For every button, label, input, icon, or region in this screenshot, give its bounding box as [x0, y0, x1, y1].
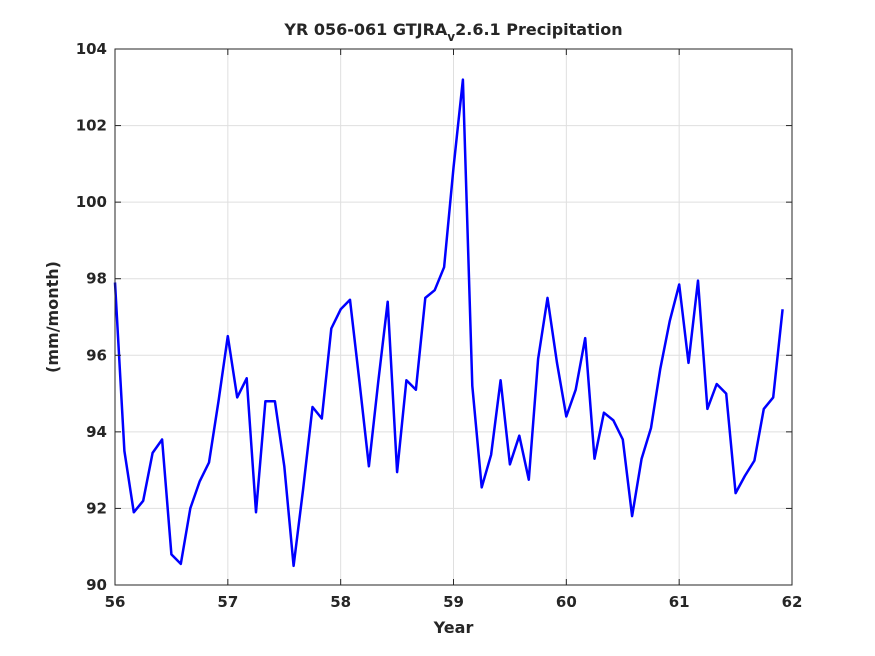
- x-tick-label: 57: [217, 593, 238, 611]
- y-tick-label: 104: [76, 40, 107, 58]
- y-tick-label: 96: [86, 346, 107, 364]
- x-tick-label: 58: [330, 593, 351, 611]
- y-tick-label: 94: [86, 423, 107, 441]
- y-tick-label: 98: [86, 270, 107, 288]
- title-tail: 2.6.1 Precipitation: [455, 20, 622, 39]
- x-tick-label: 56: [105, 593, 126, 611]
- x-tick-label: 62: [782, 593, 803, 611]
- y-tick-label: 90: [86, 576, 107, 594]
- axis-ticks: 56 57 58 59 60 61 62 90 92 94 96 98 100 102 104: [76, 40, 803, 611]
- y-tick-label: 92: [86, 499, 107, 517]
- x-tick-label: 60: [556, 593, 577, 611]
- title-main: YR 056-061 GTJRA: [283, 20, 448, 39]
- title-subscript: v: [447, 30, 455, 44]
- x-axis-label: Year: [433, 618, 474, 637]
- y-tick-label: 100: [76, 193, 107, 211]
- x-tick-label: 61: [669, 593, 690, 611]
- y-axis-label: (mm/month): [43, 261, 62, 373]
- grid: [114, 48, 793, 586]
- series-line: [113, 78, 784, 568]
- x-tick-label: 59: [443, 593, 464, 611]
- chart-title: YR 056-061 GTJRAv2.6.1 Precipitation: [283, 20, 622, 44]
- y-tick-label: 102: [76, 117, 107, 135]
